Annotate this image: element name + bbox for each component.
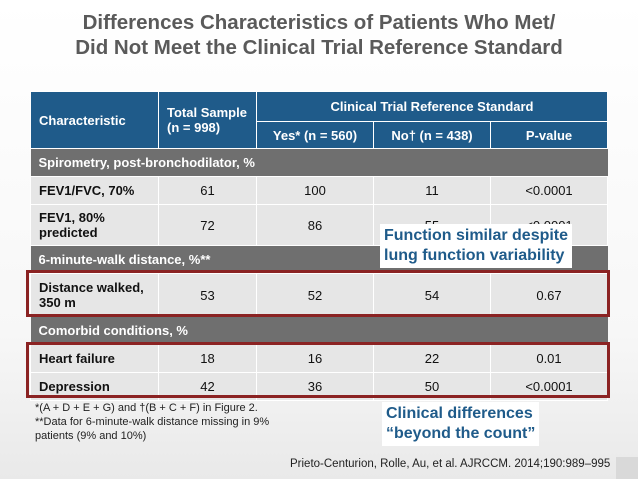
- citation: Prieto-Centurion, Rolle, Au, et al. AJRC…: [290, 458, 611, 470]
- row-label: FEV1/FVC, 70%: [30, 176, 159, 205]
- footnote-line: **Data for 6-minute-walk distance missin…: [35, 416, 270, 428]
- slide-title: Differences Characteristics of Patients …: [20, 10, 618, 60]
- callout-line: Function similar despite: [384, 227, 569, 244]
- cell-no: 22: [373, 344, 491, 373]
- cell-total: 72: [158, 204, 257, 246]
- cell-no: 11: [373, 176, 491, 205]
- header-pvalue: P-value: [490, 121, 608, 149]
- row-label: Heart failure: [30, 344, 159, 373]
- section-label: Spirometry, post-bronchodilator, %: [30, 148, 608, 177]
- slide-title-line-1: Differences Characteristics of Patients …: [82, 11, 556, 34]
- row-label: FEV1, 80% predicted: [30, 204, 159, 246]
- table-row: FEV1/FVC, 70% 61 100 11 <0.0001: [30, 176, 608, 205]
- header-characteristic: Characteristic: [30, 91, 159, 149]
- section-row-spirometry: Spirometry, post-bronchodilator, %: [30, 148, 608, 177]
- header-total-sample: Total Sample (n = 998): [158, 91, 257, 149]
- section-row-comorbid: Comorbid conditions, %: [30, 316, 608, 345]
- highlight-box-comorbid: [26, 342, 610, 398]
- cell-yes: 16: [256, 344, 374, 373]
- corner-accent: [616, 457, 638, 479]
- callout-line: “beyond the count”: [386, 425, 536, 442]
- cell-yes: 100: [256, 176, 374, 205]
- header-yes: Yes* (n = 560): [256, 121, 374, 149]
- cell-total: 61: [158, 176, 257, 205]
- cell-pvalue: 0.67: [490, 273, 608, 317]
- footnotes: *(A + D + E + G) and †(B + C + F) in Fig…: [35, 401, 335, 443]
- callout-line: lung function variability: [384, 247, 565, 264]
- callout-clinical-differences: Clinical differences “beyond the count”: [382, 402, 540, 446]
- table-row: Distance walked, 350 m 53 52 54 0.67: [30, 273, 608, 317]
- section-label: Comorbid conditions, %: [30, 316, 608, 345]
- cell-yes: 86: [256, 204, 374, 246]
- callout-line: Clinical differences: [386, 405, 533, 422]
- footnote-line: *(A + D + E + G) and †(B + C + F) in Fig…: [35, 402, 258, 414]
- callout-function-similar: Function similar despite lung function v…: [380, 224, 573, 268]
- cell-no: 54: [373, 273, 491, 317]
- header-no: No† (n = 438): [373, 121, 491, 149]
- slide-title-line-2: Did Not Meet the Clinical Trial Referenc…: [75, 36, 563, 59]
- row-label: Distance walked, 350 m: [30, 273, 159, 317]
- header-reference-standard: Clinical Trial Reference Standard: [256, 91, 608, 122]
- highlight-box-walk: [26, 270, 610, 317]
- footnote-line: patients (9% and 10%): [35, 430, 147, 442]
- cell-yes: 52: [256, 273, 374, 317]
- cell-pvalue: <0.0001: [490, 176, 608, 205]
